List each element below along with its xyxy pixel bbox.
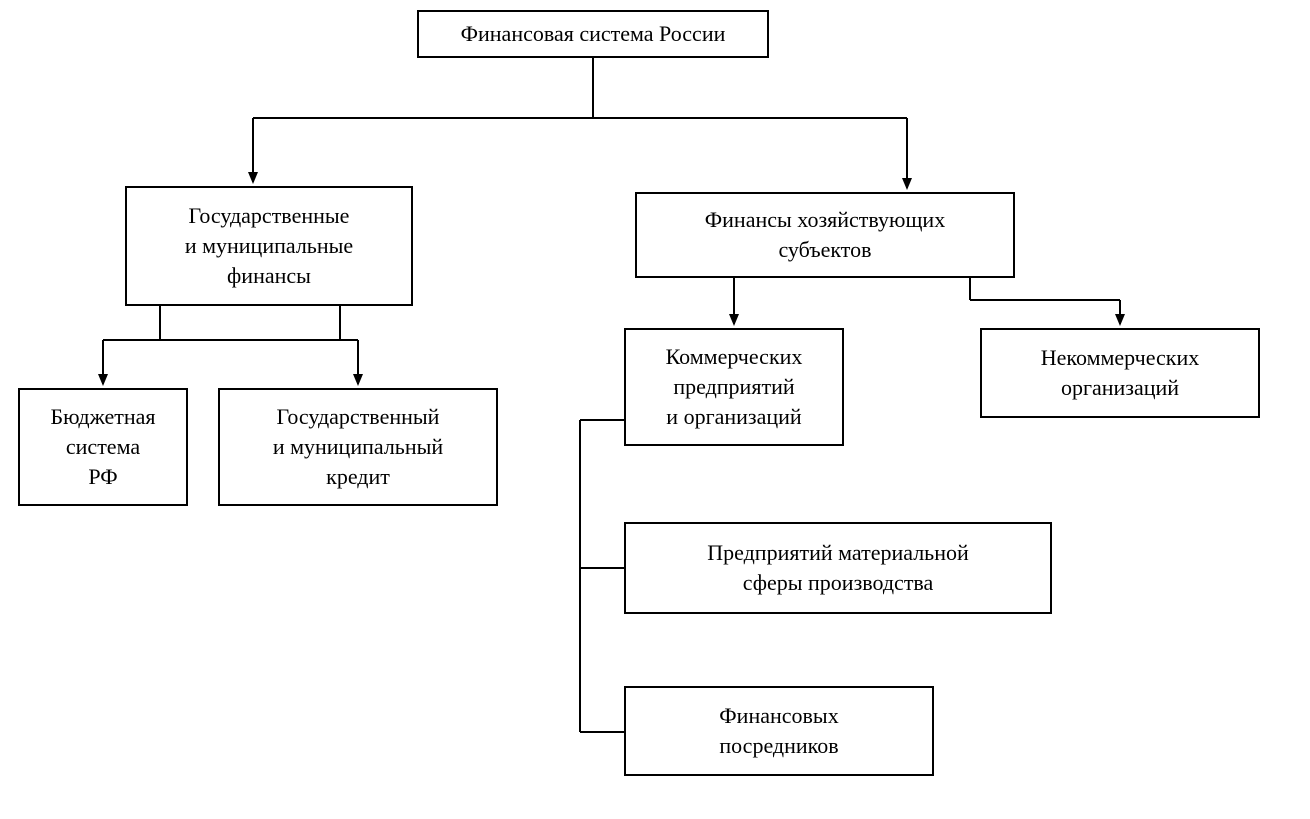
node-noncommercial-org: Некоммерческихорганизаций [980,328,1260,418]
node-gov-mun-fin-label: Государственныеи муниципальныефинансы [185,201,353,290]
node-econ-subj-fin: Финансы хозяйствующихсубъектов [635,192,1015,278]
node-budget-system: БюджетнаясистемаРФ [18,388,188,506]
node-gov-mun-credit: Государственныйи муниципальныйкредит [218,388,498,506]
node-commercial-ent: Коммерческихпредприятийи организаций [624,328,844,446]
node-root-label: Финансовая система России [461,19,726,49]
node-gov-mun-credit-label: Государственныйи муниципальныйкредит [273,402,443,491]
node-budget-system-label: БюджетнаясистемаРФ [50,402,155,491]
node-fin-intermediaries-label: Финансовыхпосредников [719,701,838,760]
node-material-prod: Предприятий материальнойсферы производст… [624,522,1052,614]
node-econ-subj-fin-label: Финансы хозяйствующихсубъектов [705,205,945,264]
node-material-prod-label: Предприятий материальнойсферы производст… [707,538,969,597]
node-commercial-ent-label: Коммерческихпредприятийи организаций [666,342,803,431]
node-noncommercial-org-label: Некоммерческихорганизаций [1041,343,1199,402]
node-fin-intermediaries: Финансовыхпосредников [624,686,934,776]
node-gov-mun-fin: Государственныеи муниципальныефинансы [125,186,413,306]
node-root: Финансовая система России [417,10,769,58]
